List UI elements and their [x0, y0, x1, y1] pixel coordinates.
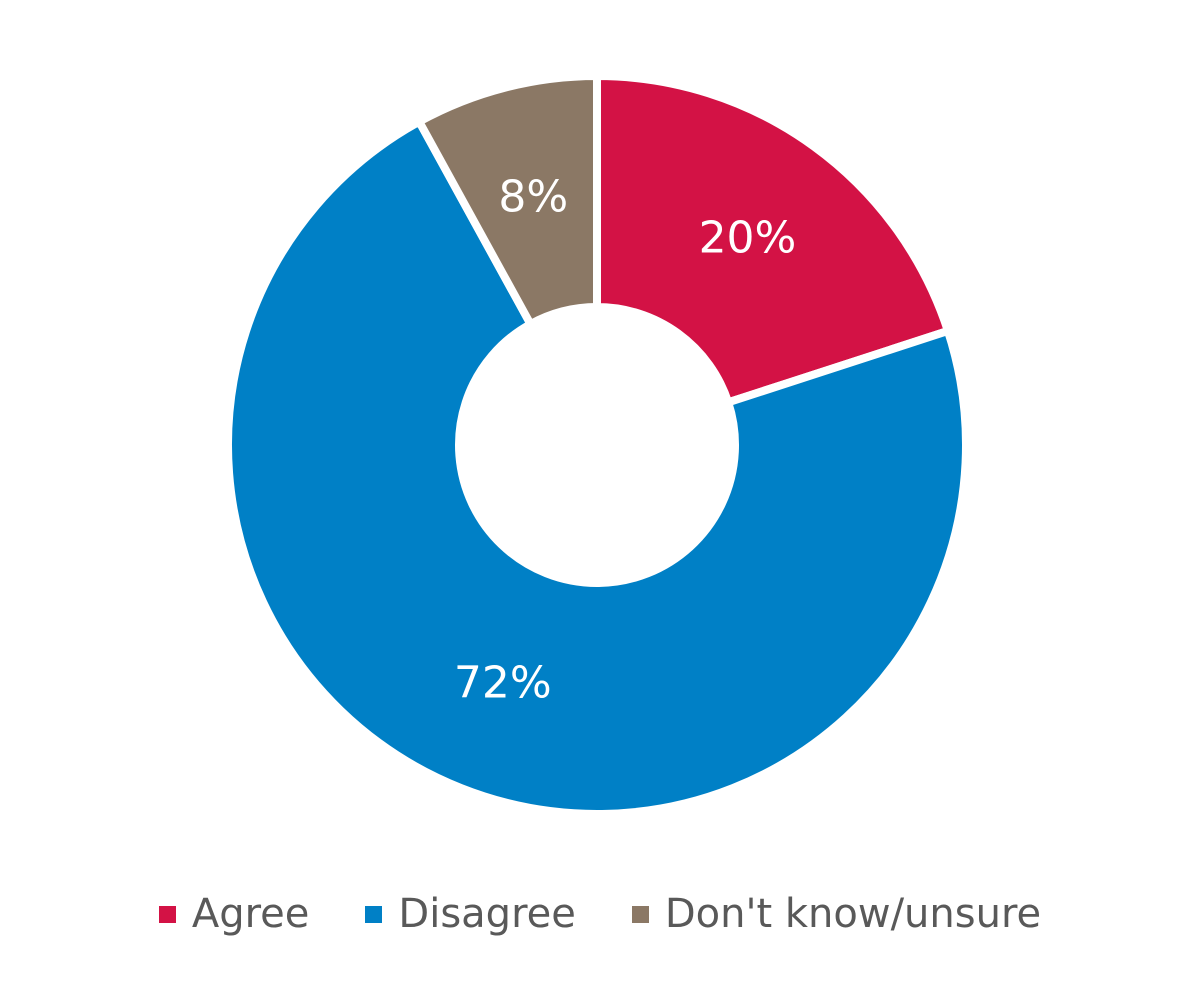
slice-labels: 20% 72% 8%: [454, 172, 797, 709]
chart-legend: Agree Disagree Don't know/unsure: [0, 884, 1200, 944]
legend-item: Don't know/unsure: [631, 891, 1042, 937]
legend-swatch: [631, 905, 649, 923]
legend-swatch: [158, 905, 176, 923]
slice-agree: [593, 71, 953, 408]
legend-label: Don't know/unsure: [664, 891, 1042, 937]
legend-item: Agree: [158, 891, 310, 937]
slice-label-agree: 20%: [699, 212, 797, 263]
legend-label: Disagree: [398, 891, 576, 937]
legend-label: Agree: [191, 891, 310, 937]
legend-item: Disagree: [365, 891, 576, 937]
slice-label-disagree: 72%: [454, 658, 552, 709]
donut-slices: [224, 71, 970, 818]
slice-don-t-know-unsure: [413, 71, 601, 330]
slice-disagree: [224, 116, 970, 818]
legend-swatch: [365, 905, 383, 923]
slice-label-don-t-know-unsure: 8%: [498, 172, 568, 223]
